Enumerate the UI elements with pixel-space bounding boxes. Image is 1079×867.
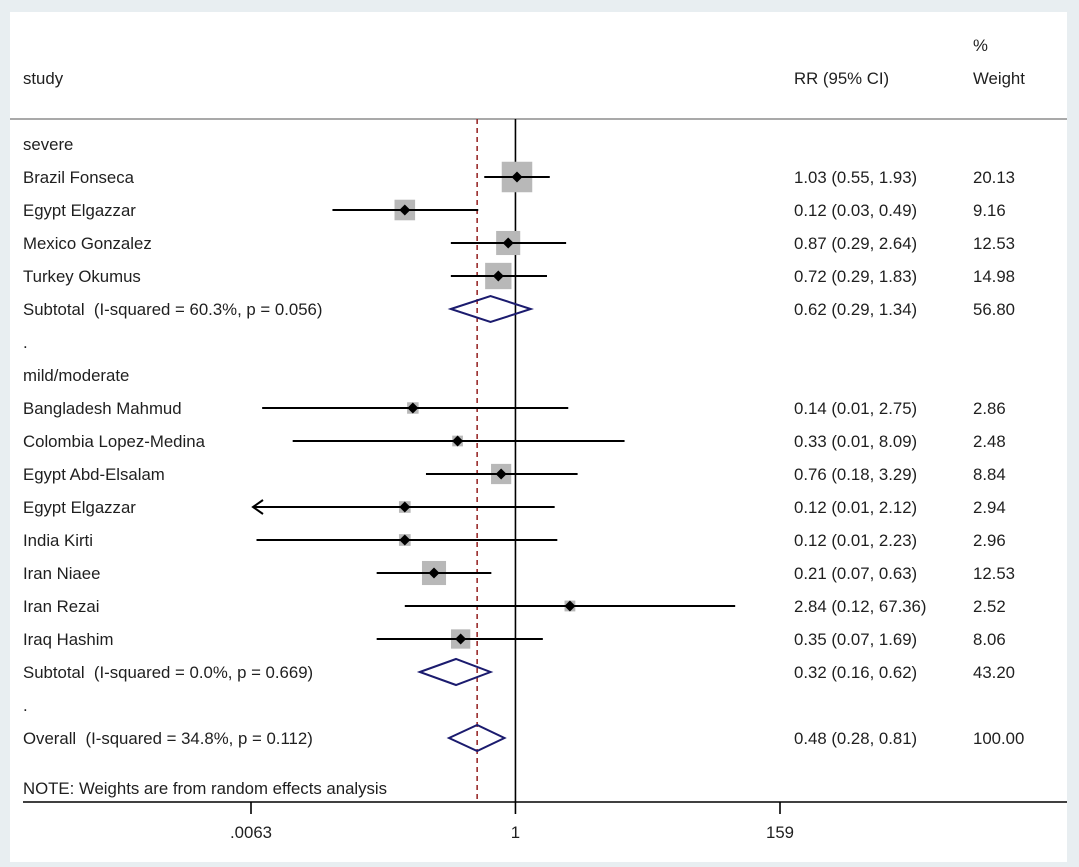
weight-text: 8.84: [973, 465, 1006, 484]
study-label: Iran Niaee: [23, 564, 100, 583]
header-study: study: [23, 69, 64, 88]
group-spacer: .: [23, 333, 28, 352]
study-row: Egypt Elgazzar 0.12 (0.03, 0.49) 9.16: [23, 199, 1006, 221]
subtotal-weight-text: 43.20: [973, 663, 1015, 682]
study-label: Iran Rezai: [23, 597, 99, 616]
rr-ci-text: 0.21 (0.07, 0.63): [794, 564, 917, 583]
group-label: mild/moderate: [23, 366, 129, 385]
study-label: Iraq Hashim: [23, 630, 113, 649]
point-estimate-marker: [495, 468, 507, 480]
weight-text: 12.53: [973, 564, 1015, 583]
study-row: Iraq Hashim 0.35 (0.07, 1.69) 8.06: [23, 629, 1006, 649]
study-label: Mexico Gonzalez: [23, 234, 152, 253]
study-label: Brazil Fonseca: [23, 168, 135, 187]
subtotal-label: Subtotal (I-squared = 60.3%, p = 0.056): [23, 300, 322, 319]
study-label: Bangladesh Mahmud: [23, 399, 182, 418]
point-estimate-marker: [407, 402, 419, 414]
weight-text: 14.98: [973, 267, 1015, 286]
x-tick-label: 1: [511, 823, 520, 842]
rr-ci-text: 2.84 (0.12, 67.36): [794, 597, 926, 616]
rr-ci-text: 0.33 (0.01, 8.09): [794, 432, 917, 451]
point-estimate-marker: [502, 237, 514, 249]
study-label: Egypt Elgazzar: [23, 201, 136, 220]
weight-text: 20.13: [973, 168, 1015, 187]
header-effect: RR (95% CI): [794, 69, 889, 88]
study-row: Brazil Fonseca 1.03 (0.55, 1.93) 20.13: [23, 161, 1015, 193]
study-label: Egypt Elgazzar: [23, 498, 136, 517]
weight-text: 12.53: [973, 234, 1015, 253]
x-tick-label: .0063: [230, 823, 272, 842]
header-weight-percent: %: [973, 36, 988, 55]
subtotal-rr-ci-text: 0.62 (0.29, 1.34): [794, 300, 917, 319]
subtotal-weight-text: 56.80: [973, 300, 1015, 319]
rr-ci-text: 0.12 (0.01, 2.12): [794, 498, 917, 517]
rr-ci-text: 0.12 (0.03, 0.49): [794, 201, 917, 220]
subtotal-label: Subtotal (I-squared = 0.0%, p = 0.669): [23, 663, 313, 682]
group-spacer: .: [23, 696, 28, 715]
study-rows: severe Brazil Fonseca 1.03 (0.55, 1.93) 20.…: [23, 135, 1024, 753]
weight-text: 9.16: [973, 201, 1006, 220]
study-row: Iran Niaee 0.21 (0.07, 0.63) 12.53: [23, 560, 1015, 586]
study-label: India Kirti: [23, 531, 93, 550]
weight-text: 2.48: [973, 432, 1006, 451]
weight-text: 2.96: [973, 531, 1006, 550]
point-estimate-marker: [399, 534, 411, 546]
point-estimate-marker: [511, 171, 523, 183]
point-estimate-marker: [428, 567, 440, 579]
study-row: Turkey Okumus 0.72 (0.29, 1.83) 14.98: [23, 262, 1015, 290]
point-estimate-marker: [455, 633, 467, 645]
rr-ci-text: 1.03 (0.55, 1.93): [794, 168, 917, 187]
weight-text: 2.52: [973, 597, 1006, 616]
study-row: Mexico Gonzalez 0.87 (0.29, 2.64) 12.53: [23, 230, 1015, 256]
overall-rr-ci-text: 0.48 (0.28, 0.81): [794, 729, 917, 748]
overall-diamond: [446, 723, 507, 753]
subtotal-rr-ci-text: 0.32 (0.16, 0.62): [794, 663, 917, 682]
subtotal-row: Subtotal (I-squared = 0.0%, p = 0.669) 0.…: [23, 657, 1015, 687]
header-weight: Weight: [973, 69, 1025, 88]
ci-truncation-arrow-left: [251, 499, 264, 515]
x-tick-label: 159: [766, 823, 794, 842]
plot-panel: [10, 12, 1067, 862]
subtotal-diamond: [447, 294, 534, 324]
study-label: Colombia Lopez-Medina: [23, 432, 206, 451]
study-row: India Kirti 0.12 (0.01, 2.23) 2.96: [23, 531, 1006, 550]
rr-ci-text: 0.87 (0.29, 2.64): [794, 234, 917, 253]
point-estimate-marker: [452, 435, 464, 447]
study-row: Egypt Elgazzar 0.12 (0.01, 2.12) 2.94: [23, 498, 1006, 517]
overall-row: Overall (I-squared = 34.8%, p = 0.112) 0.…: [23, 723, 1024, 753]
study-row: Iran Rezai 2.84 (0.12, 67.36) 2.52: [23, 597, 1006, 616]
subtotal-row: Subtotal (I-squared = 60.3%, p = 0.056) 0…: [23, 294, 1015, 324]
weight-text: 2.94: [973, 498, 1006, 517]
rr-ci-text: 0.35 (0.07, 1.69): [794, 630, 917, 649]
overall-label: Overall (I-squared = 34.8%, p = 0.112): [23, 729, 313, 748]
study-label: Egypt Abd-Elsalam: [23, 465, 165, 484]
study-row: Colombia Lopez-Medina 0.33 (0.01, 8.09) 2.…: [23, 432, 1006, 451]
study-row: Bangladesh Mahmud 0.14 (0.01, 2.75) 2.86: [23, 399, 1006, 418]
overall-weight-text: 100.00: [973, 729, 1024, 748]
point-estimate-marker: [492, 270, 504, 282]
column-headers: % study RR (95% CI) Weight: [23, 36, 1025, 88]
weight-text: 2.86: [973, 399, 1006, 418]
study-row: Egypt Abd-Elsalam 0.76 (0.18, 3.29) 8.84: [23, 463, 1006, 485]
subtotal-diamond: [416, 657, 494, 687]
weight-text: 8.06: [973, 630, 1006, 649]
point-estimate-marker: [399, 204, 411, 216]
rr-ci-text: 0.76 (0.18, 3.29): [794, 465, 917, 484]
weights-note: NOTE: Weights are from random effects an…: [23, 779, 387, 798]
rr-ci-text: 0.72 (0.29, 1.83): [794, 267, 917, 286]
study-label: Turkey Okumus: [23, 267, 141, 286]
rr-ci-text: 0.12 (0.01, 2.23): [794, 531, 917, 550]
point-estimate-marker: [399, 501, 411, 513]
rr-ci-text: 0.14 (0.01, 2.75): [794, 399, 917, 418]
point-estimate-marker: [564, 600, 576, 612]
group-label: severe: [23, 135, 73, 154]
x-axis: .0063 1 159: [23, 801, 1067, 842]
